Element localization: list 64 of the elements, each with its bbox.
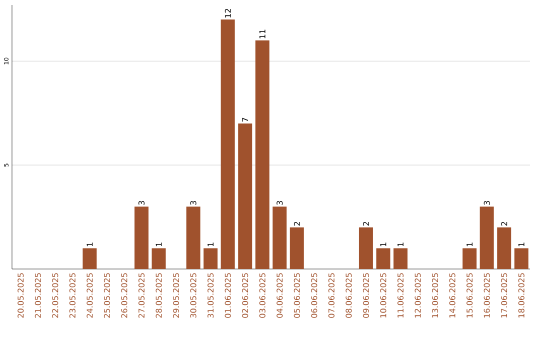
x-tick-label: 29.05.2025 bbox=[173, 273, 180, 318]
x-tick-label: 30.05.2025 bbox=[190, 273, 196, 318]
x-tick-label: 15.06.2025 bbox=[466, 273, 473, 318]
bar bbox=[186, 206, 200, 269]
x-tick-label: 14.06.2025 bbox=[449, 273, 456, 318]
x-tick-label: 04.06.2025 bbox=[276, 273, 283, 318]
x-tick-label: 06.06.2025 bbox=[311, 273, 318, 318]
data-label: 3 bbox=[138, 200, 145, 205]
x-tick-label: 05.06.2025 bbox=[294, 273, 300, 318]
x-tick-label: 25.05.2025 bbox=[104, 273, 110, 318]
x-tick-label: 22.05.2025 bbox=[52, 273, 58, 318]
x-tick-label: 11.06.2025 bbox=[397, 273, 404, 318]
bar bbox=[462, 248, 477, 269]
x-tick-label: 23.05.2025 bbox=[69, 273, 76, 318]
bar bbox=[514, 248, 528, 269]
data-label: 12 bbox=[224, 8, 231, 18]
bar bbox=[134, 206, 148, 269]
bar bbox=[376, 248, 390, 269]
x-tick-label: 27.05.2025 bbox=[138, 273, 145, 318]
x-tick-label: 26.05.2025 bbox=[121, 273, 128, 318]
x-tick-label: 16.06.2025 bbox=[484, 273, 490, 318]
data-label: 2 bbox=[294, 222, 300, 226]
bar bbox=[480, 206, 494, 269]
x-tick-label: 18.06.2025 bbox=[518, 273, 524, 318]
x-tick-label: 24.05.2025 bbox=[86, 273, 93, 318]
bar bbox=[82, 248, 97, 269]
x-tick-label: 07.06.2025 bbox=[328, 273, 334, 318]
x-tick-label: 17.06.2025 bbox=[501, 273, 508, 318]
data-label: 3 bbox=[190, 200, 196, 205]
x-tick-label: 03.06.2025 bbox=[259, 273, 266, 318]
x-tick-label: 13.06.2025 bbox=[432, 273, 438, 318]
bar bbox=[238, 123, 252, 269]
data-label: 1 bbox=[208, 242, 214, 246]
bar bbox=[220, 20, 235, 269]
x-tick-label: 12.06.2025 bbox=[414, 273, 421, 318]
data-label: 1 bbox=[86, 242, 93, 246]
x-tick-label: 01.06.2025 bbox=[224, 273, 231, 318]
bar bbox=[152, 248, 166, 269]
data-label: 1 bbox=[518, 242, 524, 246]
data-label: 7 bbox=[242, 118, 248, 122]
x-tick-label: 28.05.2025 bbox=[156, 273, 162, 318]
data-label: 1 bbox=[398, 242, 404, 246]
bar bbox=[394, 248, 408, 269]
bar bbox=[497, 227, 512, 269]
data-label: 1 bbox=[466, 242, 472, 246]
bar bbox=[255, 40, 270, 269]
data-label: 3 bbox=[484, 200, 490, 205]
x-tick-label: 09.06.2025 bbox=[362, 273, 369, 318]
bar bbox=[272, 206, 287, 269]
data-label: 2 bbox=[501, 222, 508, 226]
x-tick-label: 10.06.2025 bbox=[380, 273, 386, 318]
x-tick-label: 08.06.2025 bbox=[346, 273, 352, 318]
bar bbox=[358, 227, 373, 269]
bar bbox=[204, 248, 218, 269]
x-tick-label: 02.06.2025 bbox=[242, 273, 248, 318]
data-label: 1 bbox=[380, 242, 386, 246]
data-label: 2 bbox=[362, 222, 369, 226]
data-label: 1 bbox=[156, 242, 162, 246]
data-label: 3 bbox=[276, 200, 283, 205]
data-label: 11 bbox=[259, 30, 266, 38]
x-tick-label: 21.05.2025 bbox=[34, 273, 41, 318]
x-tick-label: 31.05.2025 bbox=[208, 273, 214, 318]
bar bbox=[290, 227, 304, 269]
x-tick-label: 20.05.2025 bbox=[18, 273, 24, 318]
